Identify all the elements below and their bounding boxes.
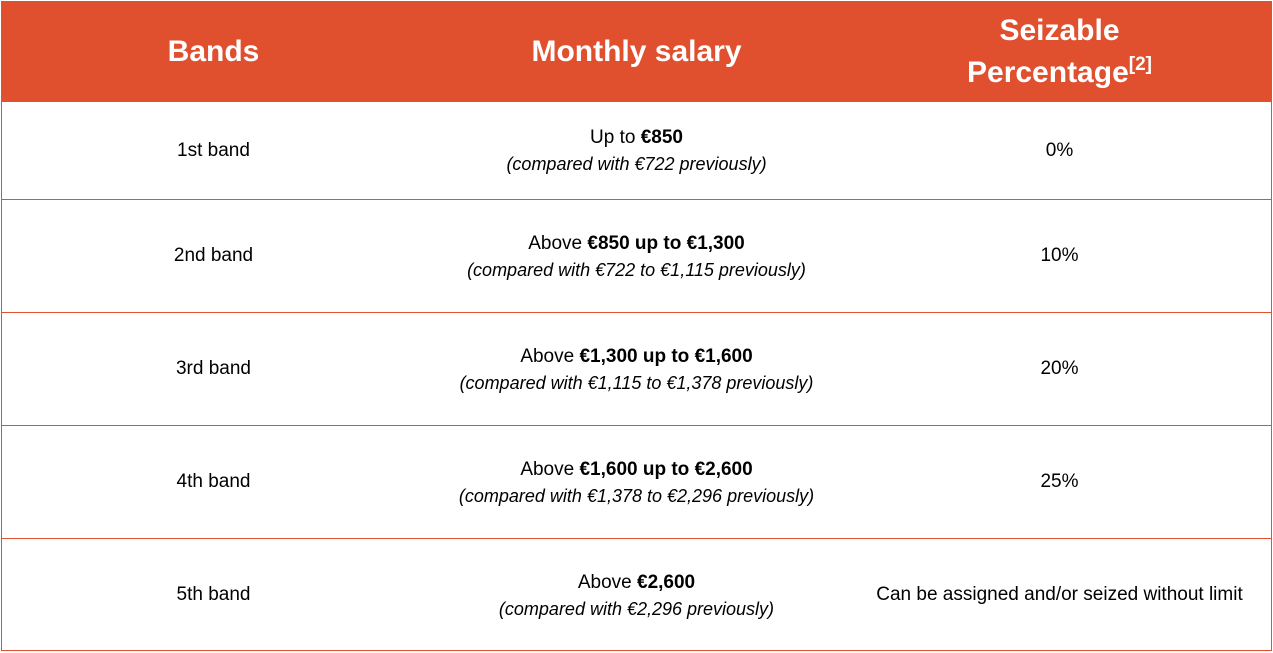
- percentage-cell: 25%: [848, 426, 1271, 538]
- table-row: 5th band Above €2,600 (compared with €2,…: [2, 538, 1271, 651]
- salary-previous-note: (compared with €1,115 to €1,378 previous…: [459, 372, 814, 393]
- salary-range: Above €2,600: [578, 569, 695, 596]
- band-cell: 5th band: [2, 539, 425, 651]
- header-monthly-salary: Monthly salary: [425, 2, 848, 101]
- table-row: 4th band Above €1,600 up to €2,600 (comp…: [2, 425, 1271, 538]
- percentage-value: 10%: [1040, 245, 1079, 266]
- salary-cell: Above €2,600 (compared with €2,296 previ…: [425, 539, 848, 651]
- header-bands: Bands: [2, 2, 425, 101]
- header-bands-label: Bands: [167, 34, 260, 68]
- header-pct-line2: Percentage: [967, 55, 1129, 89]
- percentage-value: 25%: [1040, 471, 1079, 492]
- table-header: Bands Monthly salary Seizable Percentage…: [2, 2, 1271, 101]
- band-cell: 2nd band: [2, 200, 425, 312]
- percentage-cell: Can be assigned and/or seized without li…: [848, 539, 1271, 651]
- salary-previous-note: (compared with €722 previously): [506, 154, 767, 174]
- table-row: 1st band Up to €850 (compared with €722 …: [2, 101, 1271, 199]
- salary-cell: Above €1,600 up to €2,600 (compared with…: [425, 426, 848, 538]
- percentage-value: 20%: [1040, 358, 1079, 379]
- header-salary-label: Monthly salary: [531, 34, 742, 68]
- salary-prefix: Above: [577, 571, 638, 593]
- salary-range: Above €1,600 up to €2,600: [520, 456, 752, 483]
- band-label: 5th band: [176, 584, 251, 605]
- percentage-cell: 20%: [848, 313, 1271, 425]
- salary-prefix: Above: [528, 232, 588, 254]
- band-label: 3rd band: [175, 358, 251, 379]
- footnote-reference: [2]: [1128, 53, 1152, 75]
- percentage-cell: 0%: [848, 102, 1271, 199]
- salary-cell: Above €1,300 up to €1,600 (compared with…: [425, 313, 848, 425]
- percentage-value: Can be assigned and/or seized without li…: [876, 584, 1243, 605]
- salary-range: Above €1,300 up to €1,600: [520, 343, 752, 370]
- percentage-cell: 10%: [848, 200, 1271, 312]
- salary-range: Above €850 up to €1,300: [528, 230, 745, 257]
- salary-previous-note: (compared with €722 to €1,115 previously…: [467, 259, 806, 280]
- band-cell: 4th band: [2, 426, 425, 538]
- salary-prefix: Above: [520, 345, 580, 367]
- salary-amount: €1,600 up to €2,600: [579, 458, 753, 480]
- table-row: 2nd band Above €850 up to €1,300 (compar…: [2, 199, 1271, 312]
- band-label: 4th band: [176, 471, 251, 492]
- header-pct-label: Seizable Percentage[2]: [967, 10, 1152, 94]
- band-label: 2nd band: [173, 245, 254, 266]
- table-row: 3rd band Above €1,300 up to €1,600 (comp…: [2, 312, 1271, 425]
- salary-cell: Above €850 up to €1,300 (compared with €…: [425, 200, 848, 312]
- salary-cell: Up to €850 (compared with €722 previousl…: [425, 102, 848, 199]
- salary-range: Up to €850: [590, 124, 683, 151]
- salary-amount: €850 up to €1,300: [587, 232, 745, 254]
- band-cell: 3rd band: [2, 313, 425, 425]
- percentage-value: 0%: [1045, 139, 1074, 161]
- salary-amount: €2,600: [637, 571, 696, 593]
- header-seizable-percentage: Seizable Percentage[2]: [848, 2, 1271, 101]
- band-label: 1st band: [177, 139, 250, 161]
- salary-amount: €1,300 up to €1,600: [579, 345, 753, 367]
- salary-previous-note: (compared with €1,378 to €2,296 previous…: [458, 485, 815, 506]
- header-pct-line1: Seizable: [999, 13, 1120, 47]
- salary-previous-note: (compared with €2,296 previously): [498, 598, 775, 619]
- salary-amount: €850: [640, 127, 683, 148]
- band-cell: 1st band: [2, 102, 425, 199]
- salary-prefix: Above: [520, 458, 580, 480]
- salary-prefix: Up to: [590, 127, 641, 148]
